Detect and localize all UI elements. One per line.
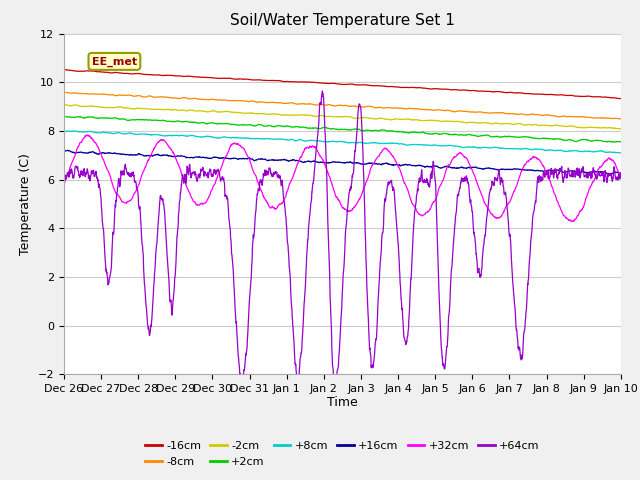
-16cm <box>216 75 223 81</box>
-2cm <box>504 121 512 127</box>
-16cm <box>617 96 625 101</box>
+8cm <box>568 148 575 154</box>
-8cm <box>371 105 379 111</box>
-2cm <box>216 109 223 115</box>
+64cm <box>359 149 367 155</box>
-8cm <box>60 90 68 96</box>
+32cm <box>371 158 379 164</box>
+16cm <box>371 161 379 167</box>
+64cm <box>617 170 625 176</box>
Line: -16cm: -16cm <box>64 70 621 98</box>
+32cm <box>617 174 625 180</box>
+8cm <box>216 135 223 141</box>
+8cm <box>616 150 623 156</box>
+2cm <box>504 133 512 139</box>
Line: +16cm: +16cm <box>64 150 621 174</box>
-8cm <box>216 97 223 103</box>
+32cm <box>570 218 577 224</box>
+32cm <box>568 218 575 224</box>
-2cm <box>617 126 625 132</box>
+8cm <box>371 140 379 145</box>
-16cm <box>584 93 591 99</box>
-8cm <box>504 111 512 117</box>
+32cm <box>504 201 512 207</box>
-16cm <box>359 82 367 88</box>
+2cm <box>611 139 619 145</box>
+64cm <box>371 344 379 350</box>
+32cm <box>60 180 68 186</box>
+16cm <box>605 171 613 177</box>
Line: -8cm: -8cm <box>64 93 621 119</box>
+16cm <box>216 155 223 161</box>
+2cm <box>568 137 575 143</box>
+64cm <box>319 88 326 94</box>
-16cm <box>60 67 68 72</box>
+32cm <box>83 132 91 138</box>
+2cm <box>371 128 378 133</box>
+16cm <box>584 170 591 176</box>
Line: -2cm: -2cm <box>64 105 621 129</box>
+16cm <box>504 167 512 172</box>
+32cm <box>216 169 223 175</box>
Line: +2cm: +2cm <box>64 116 621 142</box>
+64cm <box>216 170 223 176</box>
-2cm <box>584 125 591 131</box>
+64cm <box>505 224 513 230</box>
+2cm <box>60 113 68 119</box>
-16cm <box>371 83 379 89</box>
+64cm <box>568 168 576 174</box>
-2cm <box>568 123 575 129</box>
+16cm <box>60 149 68 155</box>
-2cm <box>616 126 624 132</box>
-16cm <box>504 90 512 96</box>
+2cm <box>617 139 625 144</box>
+8cm <box>60 129 68 134</box>
-2cm <box>62 102 70 108</box>
-16cm <box>615 96 623 101</box>
+64cm <box>60 172 68 178</box>
-2cm <box>60 102 68 108</box>
-8cm <box>568 114 575 120</box>
-8cm <box>584 114 591 120</box>
+16cm <box>617 170 625 176</box>
+8cm <box>359 140 367 146</box>
+16cm <box>64 147 72 153</box>
+2cm <box>216 121 223 127</box>
+2cm <box>358 127 366 133</box>
Line: +64cm: +64cm <box>64 91 621 390</box>
X-axis label: Time: Time <box>327 396 358 408</box>
Legend: -16cm, -8cm, -2cm, +2cm, +8cm, +16cm, +32cm, +64cm: -16cm, -8cm, -2cm, +2cm, +8cm, +16cm, +3… <box>141 437 544 471</box>
-16cm <box>568 93 575 98</box>
Line: +8cm: +8cm <box>64 131 621 153</box>
-8cm <box>62 90 70 96</box>
+8cm <box>584 148 591 154</box>
-16cm <box>62 67 70 72</box>
+8cm <box>617 150 625 156</box>
-2cm <box>359 115 367 120</box>
-8cm <box>359 104 367 110</box>
Text: EE_met: EE_met <box>92 56 137 67</box>
Title: Soil/Water Temperature Set 1: Soil/Water Temperature Set 1 <box>230 13 455 28</box>
+8cm <box>65 128 72 134</box>
Line: +32cm: +32cm <box>64 135 621 221</box>
+16cm <box>359 161 367 167</box>
+64cm <box>332 387 340 393</box>
-2cm <box>371 116 379 122</box>
+2cm <box>583 137 591 143</box>
Y-axis label: Temperature (C): Temperature (C) <box>19 153 32 255</box>
+16cm <box>568 168 575 174</box>
+8cm <box>504 146 512 152</box>
-8cm <box>617 116 625 122</box>
+32cm <box>584 191 591 196</box>
+64cm <box>584 174 591 180</box>
+32cm <box>359 189 367 194</box>
